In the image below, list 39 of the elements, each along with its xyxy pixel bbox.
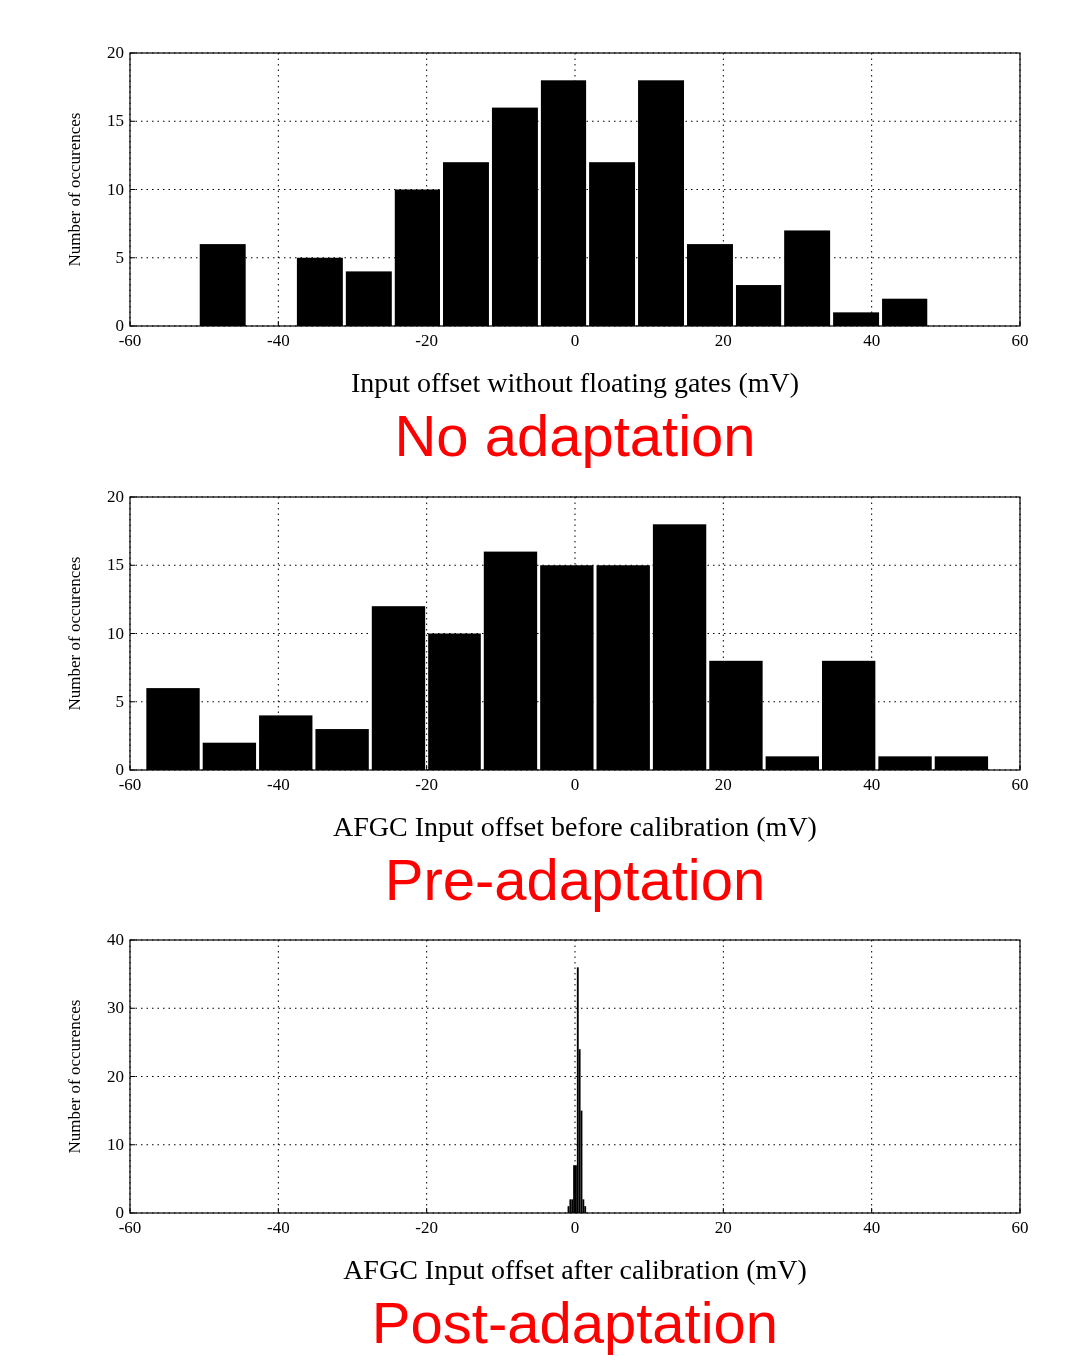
- y-tick-label: 5: [115, 247, 124, 267]
- x-tick-label: 0: [570, 775, 580, 794]
- x-tick-label: 0: [570, 331, 580, 350]
- y-tick-label: 10: [107, 1134, 124, 1154]
- x-axis-title: Input offset without floating gates (mV): [350, 367, 800, 398]
- x-tick-label: 20: [714, 1218, 732, 1237]
- y-tick-label: 20: [107, 487, 124, 506]
- x-tick-label: 60: [1011, 775, 1029, 794]
- x-tick-label: 20: [714, 775, 732, 794]
- x-tick-label: 20: [714, 331, 732, 350]
- y-tick-label: 15: [107, 555, 124, 575]
- x-tick-label: 0: [570, 1218, 580, 1237]
- y-tick-label: 15: [107, 111, 124, 131]
- x-tick-label: -40: [267, 331, 290, 350]
- y-axis-title: Number of occurences: [65, 556, 84, 711]
- y-tick-label: 40: [107, 930, 124, 949]
- x-tick-label: -40: [267, 775, 290, 794]
- x-tick-label: 60: [1011, 331, 1029, 350]
- x-tick-label: 40: [863, 331, 881, 350]
- y-tick-label: 20: [107, 1066, 124, 1086]
- x-tick-label: 40: [863, 775, 881, 794]
- x-axis-title: AFGC Input offset before calibration (mV): [333, 811, 817, 842]
- y-axis-title: Number of occurences: [65, 999, 84, 1154]
- y-tick-label: 5: [115, 691, 124, 711]
- y-tick-label: 20: [107, 43, 124, 62]
- y-axis-title: Number of occurences: [65, 112, 84, 267]
- text: Pre-adaptation: [384, 847, 766, 912]
- text: Post-adaptation: [371, 1290, 779, 1355]
- x-tick-label: -20: [415, 331, 438, 350]
- y-tick-label: 10: [107, 179, 124, 199]
- x-tick-label: -20: [415, 1218, 438, 1237]
- x-tick-label: -40: [267, 1218, 290, 1237]
- text: No adaptation: [394, 403, 756, 468]
- y-tick-label: 30: [107, 998, 124, 1018]
- x-tick-label: 40: [863, 1218, 881, 1237]
- y-tick-label: 10: [107, 623, 124, 643]
- x-axis-title: AFGC Input offset after calibration (mV): [343, 1254, 807, 1285]
- x-tick-label: 60: [1011, 1218, 1029, 1237]
- x-tick-label: -20: [415, 775, 438, 794]
